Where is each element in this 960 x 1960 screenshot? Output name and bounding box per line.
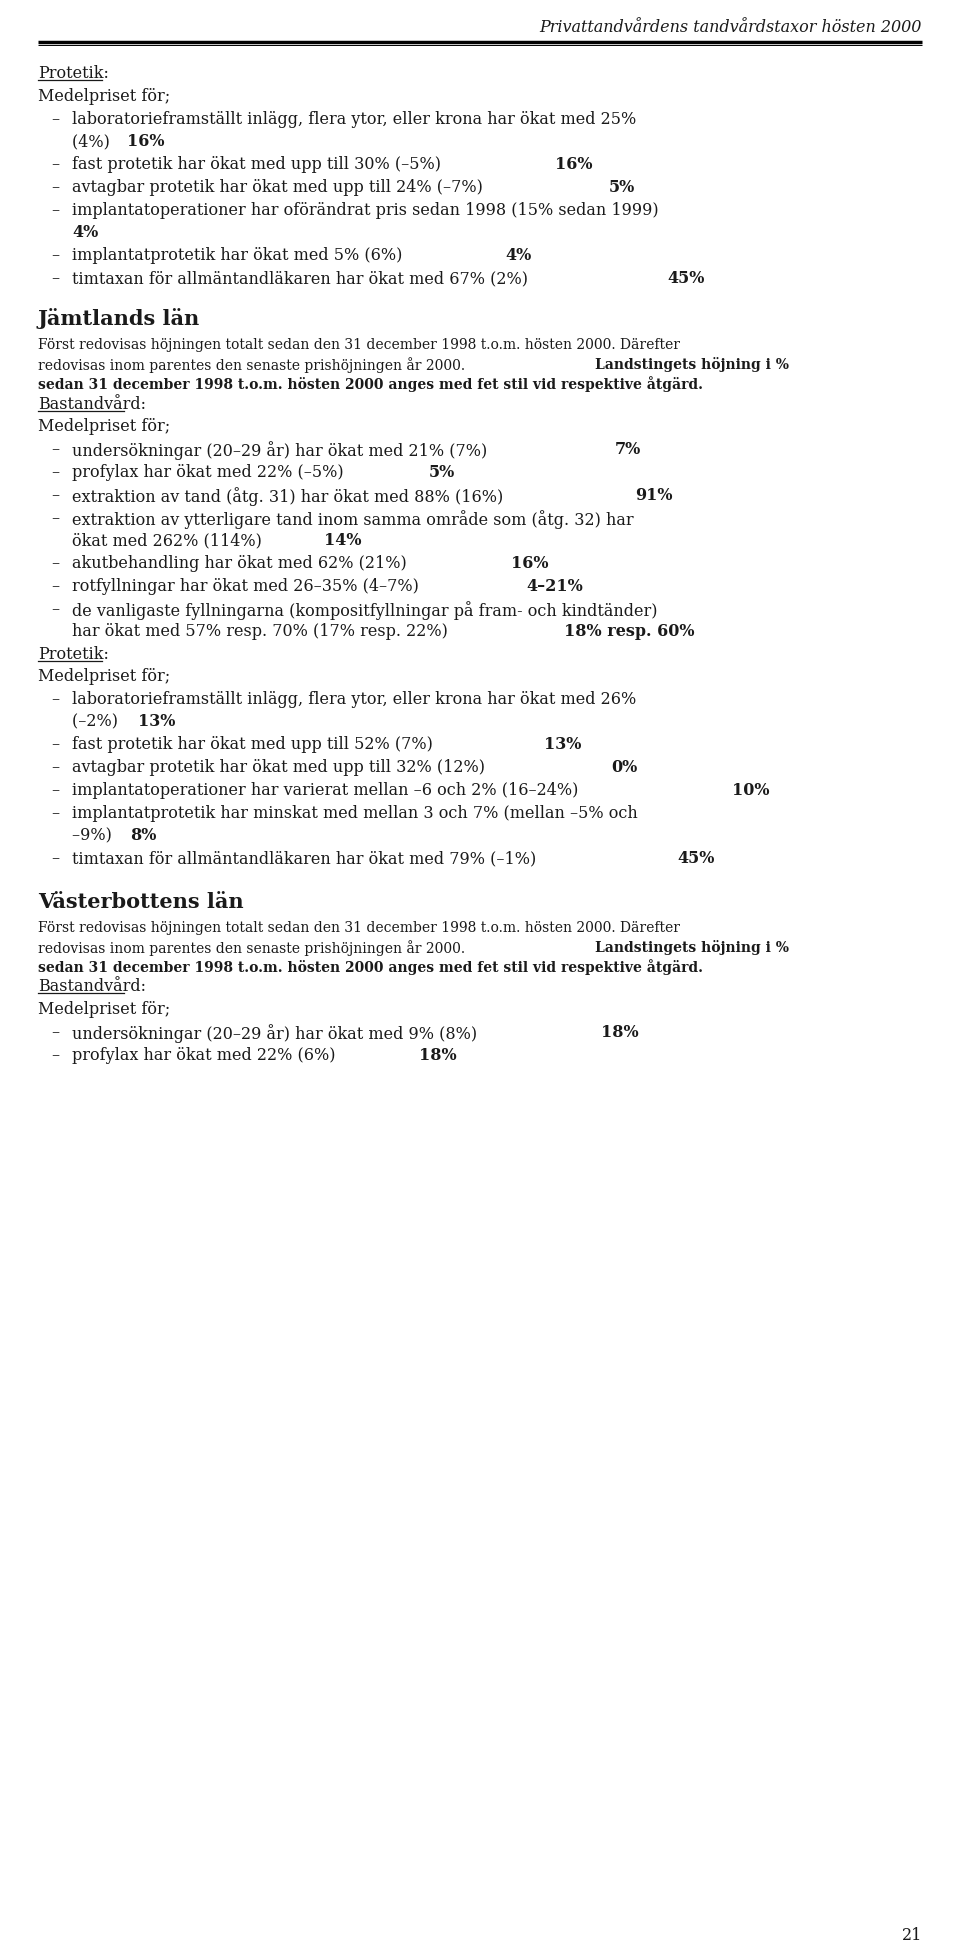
Text: 91%: 91% [636,486,673,504]
Text: Protetik:: Protetik: [38,647,108,662]
Text: –: – [51,465,60,480]
Text: 10%: 10% [732,782,770,800]
Text: –9%): –9%) [72,827,117,845]
Text: avtagbar protetik har ökat med upp till 32% (12%): avtagbar protetik har ökat med upp till … [72,759,491,776]
Text: –: – [51,1023,60,1041]
Text: –: – [51,737,60,753]
Text: profylax har ökat med 22% (6%): profylax har ökat med 22% (6%) [72,1047,341,1064]
Text: –: – [51,486,60,504]
Text: implantatprotetik har minskat med mellan 3 och 7% (mellan –5% och: implantatprotetik har minskat med mellan… [72,806,637,821]
Text: –: – [51,692,60,708]
Text: 5%: 5% [609,178,635,196]
Text: Medelpriset för;: Medelpriset för; [38,417,170,435]
Text: 4%: 4% [505,247,531,265]
Text: timtaxan för allmäntandläkaren har ökat med 67% (2%): timtaxan för allmäntandläkaren har ökat … [72,270,533,286]
Text: 7%: 7% [614,441,640,459]
Text: Protetik:: Protetik: [38,65,108,82]
Text: implantatoperationer har oförändrat pris sedan 1998 (15% sedan 1999): implantatoperationer har oförändrat pris… [72,202,659,220]
Text: fast protetik har ökat med upp till 30% (–5%): fast protetik har ökat med upp till 30% … [72,157,446,172]
Text: –: – [51,247,60,265]
Text: Landstingets höjning i %: Landstingets höjning i % [595,357,789,372]
Text: Landstingets höjning i %: Landstingets höjning i % [595,941,789,955]
Text: –: – [51,555,60,572]
Text: –: – [51,806,60,821]
Text: Jämtlands län: Jämtlands län [38,308,201,329]
Text: laboratorieframställt inlägg, flera ytor, eller krona har ökat med 25%: laboratorieframställt inlägg, flera ytor… [72,112,636,127]
Text: akutbehandling har ökat med 62% (21%): akutbehandling har ökat med 62% (21%) [72,555,412,572]
Text: implantatprotetik har ökat med 5% (6%): implantatprotetik har ökat med 5% (6%) [72,247,407,265]
Text: –: – [51,578,60,596]
Text: undersökningar (20–29 år) har ökat med 9% (8%): undersökningar (20–29 år) har ökat med 9… [72,1023,482,1043]
Text: extraktion av tand (åtg. 31) har ökat med 88% (16%): extraktion av tand (åtg. 31) har ökat me… [72,486,509,506]
Text: –: – [51,602,60,617]
Text: 8%: 8% [130,827,156,845]
Text: 45%: 45% [678,851,715,866]
Text: 13%: 13% [544,737,582,753]
Text: 16%: 16% [511,555,548,572]
Text: redovisas inom parentes den senaste prishöjningen år 2000.: redovisas inom parentes den senaste pris… [38,941,469,956]
Text: implantatoperationer har varierat mellan –6 och 2% (16–24%): implantatoperationer har varierat mellan… [72,782,584,800]
Text: –: – [51,851,60,866]
Text: 16%: 16% [128,133,165,151]
Text: de vanligaste fyllningarna (kompositfyllningar på fram- och kindtänder): de vanligaste fyllningarna (kompositfyll… [72,602,658,619]
Text: –: – [51,178,60,196]
Text: Privattandvårdens tandvårdstaxor hösten 2000: Privattandvårdens tandvårdstaxor hösten … [540,20,922,37]
Text: 4–21%: 4–21% [526,578,583,596]
Text: 0%: 0% [612,759,637,776]
Text: 18% resp. 60%: 18% resp. 60% [564,623,694,641]
Text: laboratorieframställt inlägg, flera ytor, eller krona har ökat med 26%: laboratorieframställt inlägg, flera ytor… [72,692,636,708]
Text: –: – [51,441,60,459]
Text: 16%: 16% [555,157,592,172]
Text: fast protetik har ökat med upp till 52% (7%): fast protetik har ökat med upp till 52% … [72,737,438,753]
Text: Västerbottens län: Västerbottens län [38,892,244,911]
Text: Medelpriset för;: Medelpriset för; [38,1002,170,1017]
Text: sedan 31 december 1998 t.o.m. hösten 2000 anges med fet stil vid respektive åtgä: sedan 31 december 1998 t.o.m. hösten 200… [38,958,703,974]
Text: 21: 21 [901,1927,922,1944]
Text: (4%): (4%) [72,133,115,151]
Text: har ökat med 57% resp. 70% (17% resp. 22%): har ökat med 57% resp. 70% (17% resp. 22… [72,623,453,641]
Text: 18%: 18% [419,1047,456,1064]
Text: 5%: 5% [429,465,455,480]
Text: ökat med 262% (114%): ökat med 262% (114%) [72,531,267,549]
Text: –: – [51,782,60,800]
Text: 13%: 13% [138,713,176,729]
Text: Medelpriset för;: Medelpriset för; [38,88,170,106]
Text: Först redovisas höjningen totalt sedan den 31 december 1998 t.o.m. hösten 2000. : Först redovisas höjningen totalt sedan d… [38,921,680,935]
Text: 45%: 45% [667,270,705,286]
Text: –: – [51,157,60,172]
Text: –: – [51,202,60,220]
Text: –: – [51,112,60,127]
Text: –: – [51,759,60,776]
Text: Först redovisas höjningen totalt sedan den 31 december 1998 t.o.m. hösten 2000. : Först redovisas höjningen totalt sedan d… [38,337,680,353]
Text: 4%: 4% [72,223,98,241]
Text: 18%: 18% [601,1023,639,1041]
Text: extraktion av ytterligare tand inom samma område som (åtg. 32) har: extraktion av ytterligare tand inom samm… [72,510,634,529]
Text: Medelpriset för;: Medelpriset för; [38,668,170,684]
Text: Bastandvård:: Bastandvård: [38,396,146,414]
Text: profylax har ökat med 22% (–5%): profylax har ökat med 22% (–5%) [72,465,348,480]
Text: avtagbar protetik har ökat med upp till 24% (–7%): avtagbar protetik har ökat med upp till … [72,178,488,196]
Text: timtaxan för allmäntandläkaren har ökat med 79% (–1%): timtaxan för allmäntandläkaren har ökat … [72,851,541,866]
Text: Bastandvård:: Bastandvård: [38,978,146,996]
Text: redovisas inom parentes den senaste prishöjningen år 2000.: redovisas inom parentes den senaste pris… [38,357,469,372]
Text: (–2%): (–2%) [72,713,123,729]
Text: rotfyllningar har ökat med 26–35% (4–7%): rotfyllningar har ökat med 26–35% (4–7%) [72,578,424,596]
Text: –: – [51,270,60,286]
Text: 14%: 14% [324,531,361,549]
Text: –: – [51,1047,60,1064]
Text: sedan 31 december 1998 t.o.m. hösten 2000 anges med fet stil vid respektive åtgä: sedan 31 december 1998 t.o.m. hösten 200… [38,376,703,392]
Text: undersökningar (20–29 år) har ökat med 21% (7%): undersökningar (20–29 år) har ökat med 2… [72,441,492,461]
Text: –: – [51,510,60,527]
